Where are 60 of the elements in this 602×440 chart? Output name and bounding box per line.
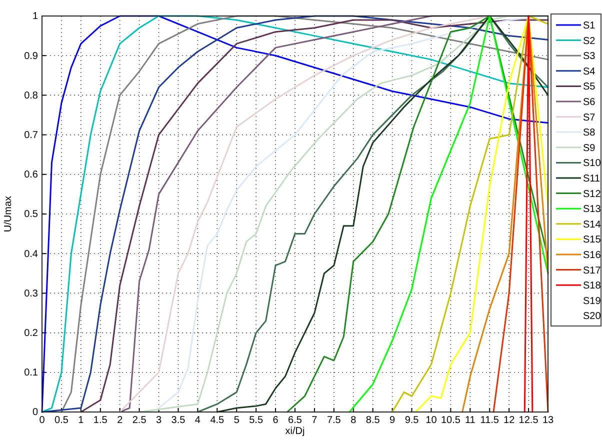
- x-tick-label: 4: [194, 415, 201, 426]
- x-tick-label: 11: [464, 415, 476, 426]
- x-tick-label: 3.5: [171, 415, 186, 426]
- x-tick-label: 9.5: [404, 415, 420, 426]
- y-axis-title: U/Umax: [3, 196, 14, 232]
- x-tick-label: 12.5: [518, 415, 539, 426]
- x-tick-label: 0.5: [54, 415, 69, 426]
- legend-label: S15: [583, 234, 602, 246]
- text: S20: [583, 311, 602, 322]
- y-tick-label: 0.1: [24, 368, 38, 379]
- x-tick-label: 1: [78, 415, 84, 426]
- x-tick-label: 9: [390, 415, 396, 426]
- x-tick-label: 3: [156, 415, 162, 426]
- x-tick-label: 5.5: [249, 415, 264, 426]
- x-tick-label: 12: [504, 415, 516, 426]
- legend-label: S14: [583, 219, 602, 230]
- x-tick-label: 8.5: [366, 415, 380, 426]
- legend-label: S7: [583, 112, 596, 124]
- legend-label: S13: [583, 204, 602, 216]
- y-tick-label: 0: [32, 407, 38, 418]
- legend-label: S12: [583, 188, 602, 200]
- legend-label: S5: [583, 82, 596, 93]
- y-tick-label: 0.9: [24, 50, 38, 62]
- text: S19: [583, 296, 602, 307]
- x-tick-label: 10: [426, 415, 438, 426]
- x-tick-label: 11.5: [480, 415, 500, 426]
- legend-label: S6: [583, 97, 596, 108]
- y-tick-label: 0.6: [24, 170, 38, 181]
- x-tick-label: 1.5: [93, 415, 108, 426]
- x-tick-label: 13: [542, 415, 554, 426]
- y-tick-label: 0.8: [24, 90, 38, 102]
- x-axis-title: xi/Dj: [285, 426, 305, 437]
- x-tick-label: 7.5: [326, 415, 342, 426]
- legend-label: S2: [583, 36, 596, 47]
- legend-label: S3: [583, 51, 596, 62]
- legend-label: S17: [583, 265, 602, 276]
- legend-label: S10: [583, 158, 602, 170]
- x-tick-label: 7: [312, 415, 318, 426]
- x-tick-label: 5: [234, 415, 240, 426]
- y-tick-label: 0.4: [24, 248, 38, 260]
- legend-label: S11: [583, 174, 600, 184]
- legend-label: S18: [583, 280, 602, 292]
- legend-label: S9: [583, 142, 596, 154]
- y-tick-label: 0.2: [24, 328, 38, 339]
- y-tick-label: 0.3: [24, 288, 38, 300]
- x-tick-label: 4.5: [210, 415, 225, 426]
- x-tick-label: 2: [117, 415, 124, 426]
- x-tick-label: 6: [272, 415, 279, 426]
- legend-label: S16: [583, 250, 602, 261]
- x-tick-label: 0: [39, 415, 46, 426]
- x-tick-label: 2.5: [132, 415, 147, 426]
- legend-label: S4: [583, 66, 596, 78]
- y-tick-label: 0.7: [24, 130, 38, 141]
- y-tick-label: 0.5: [24, 209, 38, 220]
- x-tick-label: 6.5: [288, 415, 302, 426]
- x-tick-label: 8: [350, 415, 357, 426]
- x-tick-label: 10.5: [440, 415, 461, 426]
- y-tick-label: 1: [32, 11, 38, 22]
- legend-label: S1: [583, 20, 596, 32]
- legend-label: S8: [583, 128, 596, 139]
